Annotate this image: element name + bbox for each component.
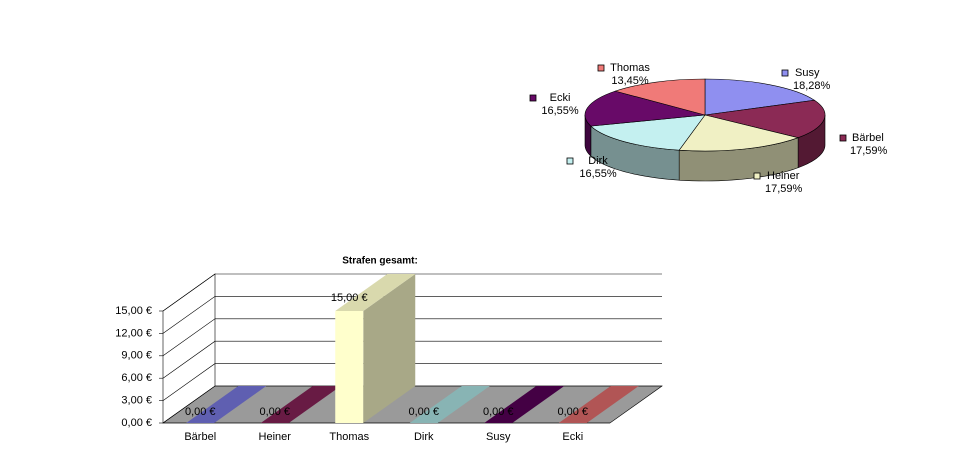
x-tick-label: Thomas bbox=[329, 431, 369, 443]
bar-side bbox=[363, 274, 416, 423]
grid-line bbox=[162, 296, 662, 334]
pie-slice bbox=[590, 114, 706, 151]
pie-label: Heiner bbox=[767, 170, 800, 182]
x-tick-label: Heiner bbox=[259, 431, 292, 443]
bar-top bbox=[260, 386, 341, 423]
legend-swatch bbox=[839, 134, 847, 142]
pie-value-label: 16,55% bbox=[579, 168, 617, 180]
pie-slice bbox=[584, 90, 706, 127]
value-label: 0,00 € bbox=[408, 406, 439, 418]
grid-line bbox=[162, 363, 662, 401]
chart-title: Strafen gesamt: bbox=[342, 256, 418, 267]
bar-top bbox=[484, 386, 565, 423]
x-tick-label: Susy bbox=[486, 431, 511, 443]
y-tick-label: 0,00 € bbox=[121, 417, 152, 429]
legend-swatch bbox=[529, 94, 537, 102]
value-label: 15,00 € bbox=[331, 292, 368, 304]
pie-label: Bärbel bbox=[852, 132, 884, 144]
pie-label: Ecki bbox=[550, 92, 571, 104]
grid-line bbox=[162, 385, 662, 424]
bar-top bbox=[558, 386, 639, 423]
y-tick-label: 6,00 € bbox=[121, 372, 152, 384]
y-tick-label: 12,00 € bbox=[115, 327, 152, 339]
bar-top bbox=[186, 386, 267, 423]
pie-value-label: 18,28% bbox=[793, 80, 831, 92]
y-tick-label: 3,00 € bbox=[121, 395, 152, 407]
y-tick-label: 9,00 € bbox=[121, 350, 152, 362]
bar-top bbox=[335, 274, 416, 311]
value-label: 0,00 € bbox=[259, 406, 290, 418]
bar-top bbox=[409, 386, 490, 423]
grid-line bbox=[162, 340, 662, 379]
x-tick-label: Ecki bbox=[562, 431, 583, 443]
value-label: 0,00 € bbox=[483, 406, 514, 418]
legend-swatch bbox=[597, 64, 605, 72]
pie-label: Susy bbox=[795, 67, 820, 79]
pie-value-label: 17,59% bbox=[850, 145, 888, 157]
grid-line bbox=[162, 318, 662, 357]
pie-value-label: 13,45% bbox=[611, 75, 649, 87]
pie-value-label: 16,55% bbox=[541, 105, 579, 117]
x-tick-label: Dirk bbox=[414, 431, 434, 443]
legend-swatch bbox=[753, 172, 761, 180]
grid-line bbox=[162, 273, 662, 312]
x-tick-label: Bärbel bbox=[184, 431, 216, 443]
bar bbox=[335, 311, 364, 423]
pie-slice bbox=[614, 78, 706, 116]
legend-swatch bbox=[566, 157, 574, 165]
pie-value-label: 17,59% bbox=[765, 183, 803, 195]
pie-label: Dirk bbox=[588, 155, 608, 167]
value-label: 0,00 € bbox=[557, 406, 588, 418]
pie-slice bbox=[704, 78, 816, 116]
y-tick-label: 15,00 € bbox=[115, 305, 152, 317]
pie-slice bbox=[678, 114, 800, 152]
legend-swatch bbox=[781, 69, 789, 77]
pie-label: Thomas bbox=[610, 62, 650, 74]
pie-slice bbox=[704, 99, 826, 139]
value-label: 0,00 € bbox=[185, 406, 216, 418]
